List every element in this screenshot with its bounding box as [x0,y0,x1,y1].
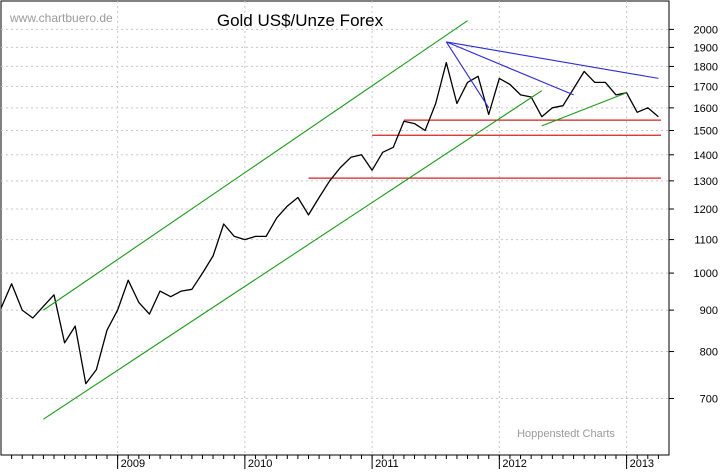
trend-line-channel-lower [43,90,543,420]
y-tick-label: 1900 [694,42,718,54]
x-tick-label: 2013 [630,458,654,470]
y-tick-label: 1000 [694,268,718,280]
x-tick-label: 2011 [375,458,399,470]
price-series [0,61,659,385]
y-tick-label: 700 [700,393,718,405]
y-tick-label: 1800 [694,61,718,73]
watermark-bottom: Hoppenstedt Charts [517,428,615,440]
trend-line-resistance [446,41,659,79]
y-tick-label: 800 [700,347,718,359]
watermark-top: www.chartbuero.de [9,11,113,25]
trend-line-resistance [446,41,574,96]
y-tick-label: 900 [700,305,718,317]
y-tick-label: 2000 [694,24,718,36]
y-tick-label: 1200 [694,204,718,216]
trend-lines [43,20,659,420]
grid [1,1,669,455]
trend-line-resistance [445,41,490,109]
x-axis: 2009 2010 2011 2012 2013 [11,455,659,470]
x-tick-label: 2010 [248,458,272,470]
x-tick-label: 2012 [502,458,526,470]
y-tick-label: 1500 [694,126,718,138]
y-tick-label: 1300 [694,176,718,188]
y-tick-label: 1700 [694,82,718,94]
trend-line-channel-upper [43,20,468,311]
plot-area [0,0,670,456]
horizontal-levels [308,119,661,179]
price-line [0,61,659,385]
x-tick-label: 2009 [121,458,145,470]
y-tick-label: 1100 [694,235,718,247]
chart-title: Gold US$/Unze Forex [217,11,384,30]
y-axis: 700 800 900 1000 1100 1200 1300 1400 1500 1600 170… [669,24,718,405]
y-tick-label: 1600 [694,103,718,115]
trend-line-support [541,92,627,127]
y-tick-label: 1400 [694,150,718,162]
